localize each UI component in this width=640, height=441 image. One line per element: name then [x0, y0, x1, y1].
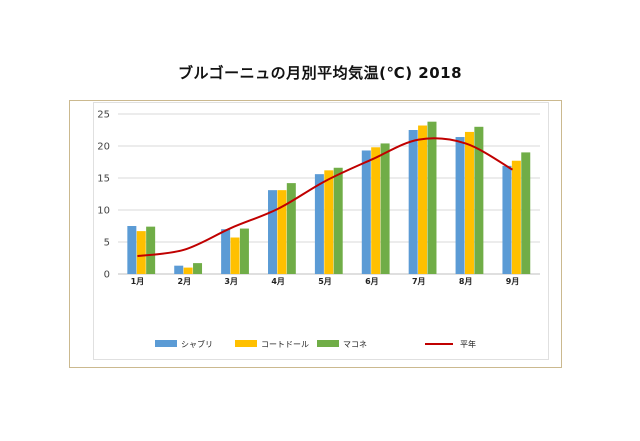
bar [324, 170, 334, 274]
bar [418, 125, 428, 275]
y-tick-label: 0 [104, 270, 110, 281]
bar [146, 226, 156, 274]
legend-label: シャブリ [181, 339, 213, 349]
bar [286, 183, 296, 274]
bar [127, 226, 137, 274]
x-tick-label: 3月 [224, 277, 238, 286]
bar [361, 150, 371, 274]
series-line [137, 137, 514, 258]
legend-swatch [235, 340, 257, 347]
bar [183, 267, 193, 274]
y-tick-label: 10 [97, 206, 110, 217]
normal-line [137, 137, 514, 258]
x-tick-label: 9月 [506, 277, 520, 286]
y-tick-label: 20 [97, 142, 110, 153]
legend-swatch [155, 340, 177, 347]
bar [136, 231, 146, 274]
bar [502, 165, 512, 274]
bar [455, 137, 465, 274]
chart-plot-area-frame [93, 102, 549, 360]
x-tick-label: 5月 [318, 277, 332, 286]
y-tick-label: 5 [104, 238, 110, 249]
bars [127, 121, 531, 275]
legend-label: マコネ [343, 340, 367, 349]
bar [427, 121, 437, 275]
chart-title: ブルゴーニュの月別平均気温(℃) 2018 [177, 64, 463, 82]
bar [521, 152, 531, 274]
bar [314, 174, 324, 274]
bar [193, 263, 203, 274]
bar [230, 237, 240, 274]
bar [239, 228, 249, 274]
bar [511, 160, 521, 274]
bar [268, 190, 278, 274]
bar [174, 265, 184, 274]
bar [408, 130, 418, 274]
bar [464, 131, 474, 274]
bar [221, 229, 231, 274]
y-axis-ticks: 0 5 10 15 20 25 [97, 110, 110, 281]
x-tick-label: 7月 [412, 277, 426, 286]
x-tick-label: 6月 [365, 277, 379, 286]
bar [474, 126, 484, 274]
y-tick-label: 25 [97, 110, 110, 121]
x-tick-label: 8月 [459, 277, 473, 286]
legend: シャブリ コートドール マコネ 平年 [155, 339, 476, 349]
bar [371, 147, 381, 274]
legend-label: 平年 [460, 339, 476, 349]
y-tick-label: 15 [97, 174, 110, 185]
bar [380, 143, 390, 274]
x-axis-ticks: 1月 2月 3月 4月 5月 6月 7月 8月 9月 [131, 277, 520, 286]
bar [333, 167, 343, 274]
bar [277, 190, 287, 274]
x-tick-label: 1月 [131, 277, 145, 286]
legend-label: コートドール [261, 340, 309, 349]
legend-swatch [317, 340, 339, 347]
x-tick-label: 2月 [178, 277, 192, 286]
x-tick-label: 4月 [271, 277, 285, 286]
